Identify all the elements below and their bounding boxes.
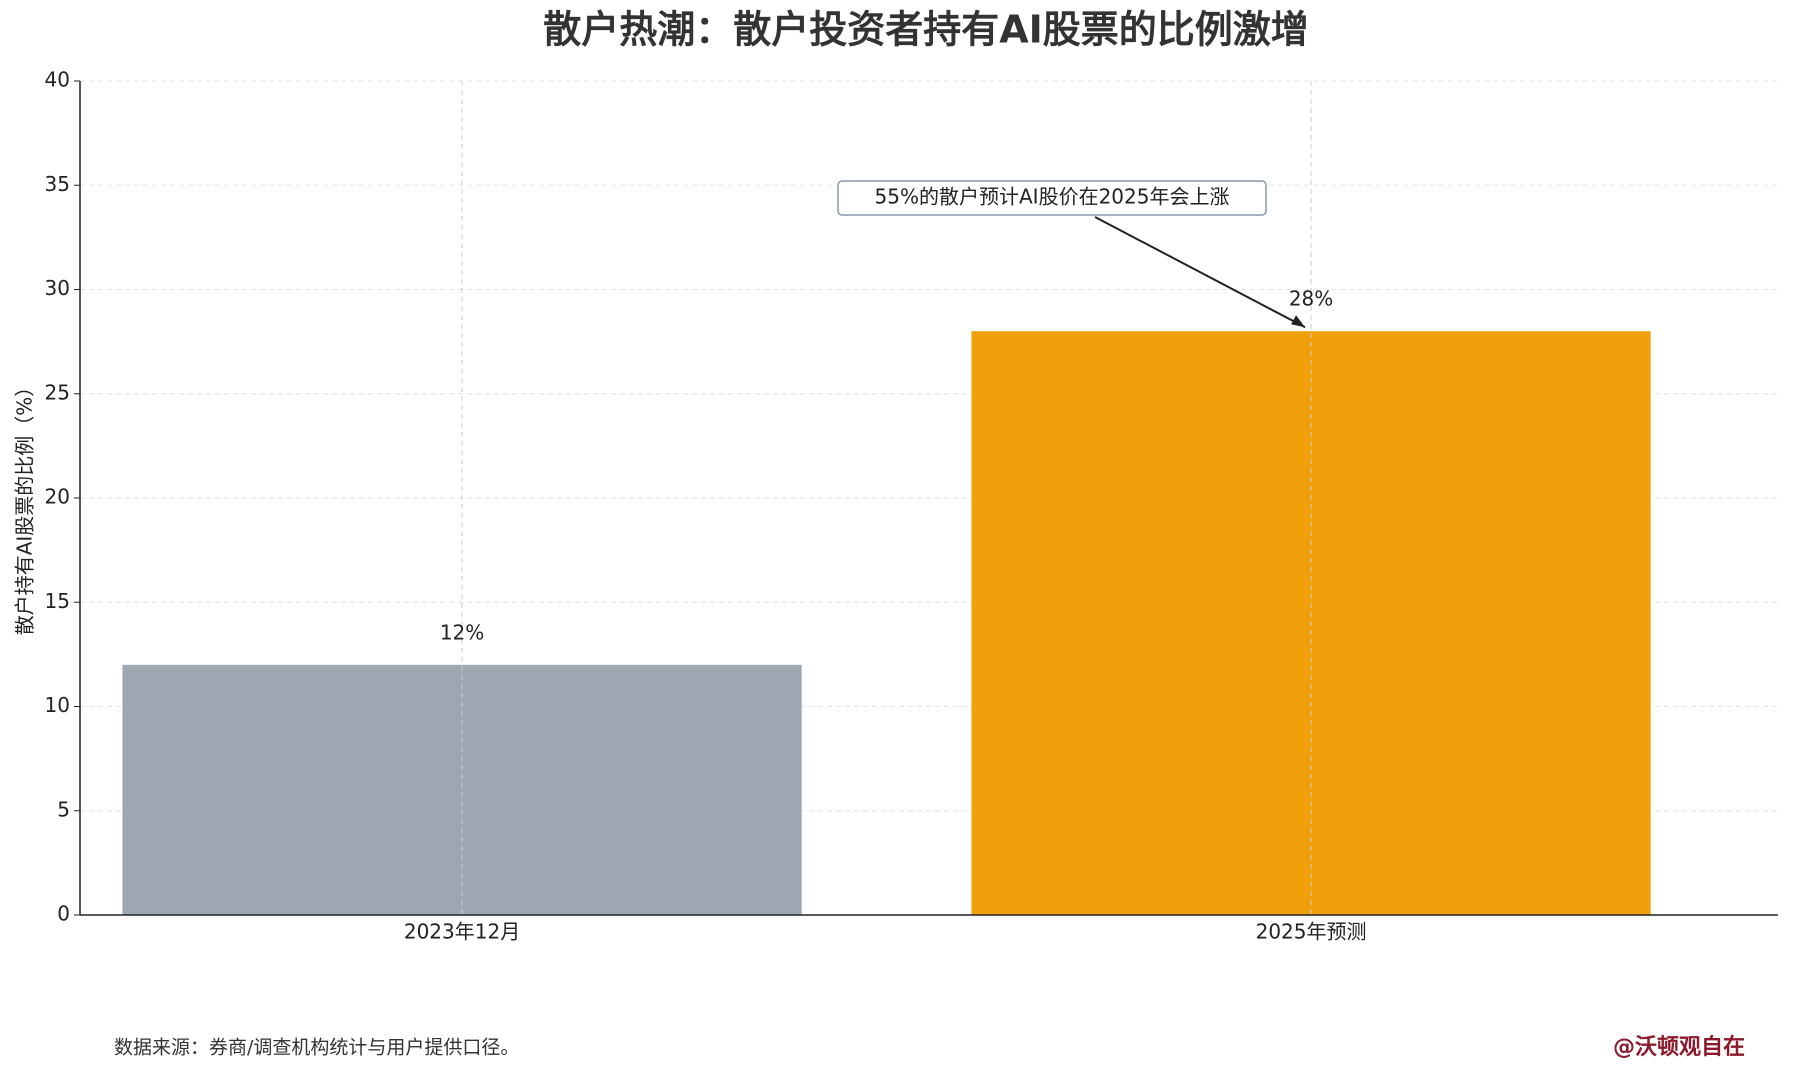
annotation: 55%的散户预计AI股价在2025年会上涨 bbox=[875, 185, 1230, 209]
value-label: 12% bbox=[440, 620, 484, 644]
annotation-arrow bbox=[1094, 216, 1306, 329]
y-tick-label: 35 bbox=[45, 172, 70, 196]
watermark: @沃顿观自在 bbox=[1613, 1034, 1745, 1060]
y-tick-label: 15 bbox=[45, 589, 70, 613]
y-tick-label: 10 bbox=[45, 693, 70, 717]
y-tick-label: 40 bbox=[45, 68, 70, 92]
y-tick-label: 25 bbox=[45, 380, 70, 404]
y-axis-label: 散户持有AI股票的比例（%） bbox=[13, 377, 37, 636]
annotation-box bbox=[837, 180, 1267, 216]
y-tick-label: 30 bbox=[45, 276, 70, 300]
x-tick-label: 2023年12月 bbox=[404, 920, 520, 944]
chart-title: 散户热潮：散户投资者持有AI股票的比例激增 bbox=[543, 8, 1309, 52]
arrow-head bbox=[1291, 315, 1306, 328]
y-tick-label: 5 bbox=[57, 797, 70, 821]
x-tick-label: 2025年预测 bbox=[1256, 920, 1367, 944]
value-label: 28% bbox=[1289, 287, 1333, 311]
source-note: 数据来源：券商/调查机构统计与用户提供口径。 bbox=[114, 1037, 519, 1059]
y-tick-label: 0 bbox=[57, 902, 70, 926]
y-tick-label: 20 bbox=[45, 485, 70, 509]
